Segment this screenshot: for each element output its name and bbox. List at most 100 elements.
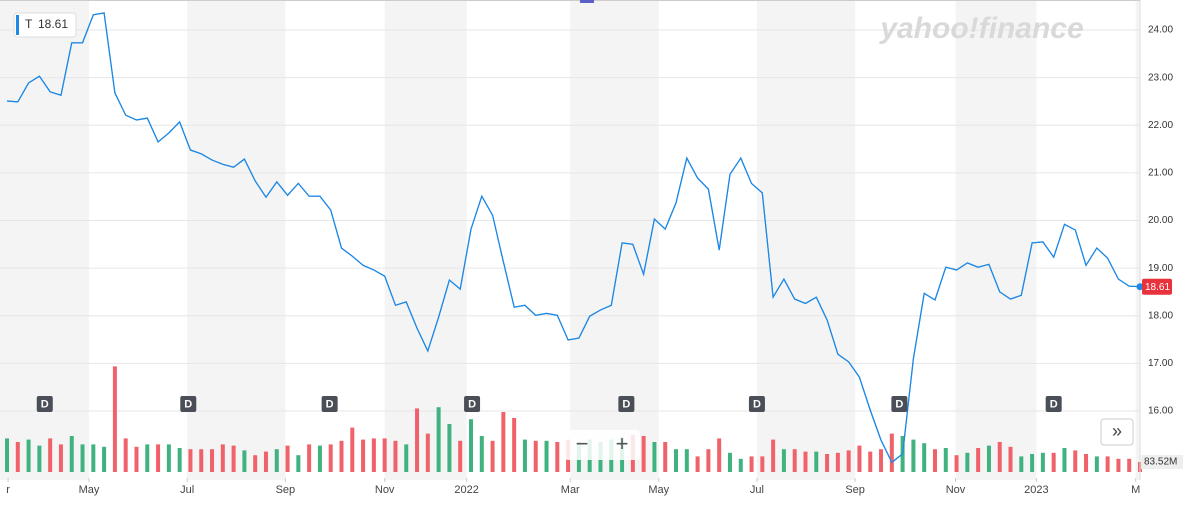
volume-bar <box>350 427 355 472</box>
x-tick-label: Sep <box>276 484 296 496</box>
volume-bar <box>501 412 506 472</box>
price-line <box>6 12 1141 464</box>
volume-bar <box>447 424 452 472</box>
watermark: yahoo!finance <box>878 12 1083 45</box>
volume-bar <box>91 444 96 472</box>
scroll-handle[interactable] <box>580 0 594 3</box>
dividend-label: D <box>326 398 334 410</box>
y-tick-label: 20.00 <box>1148 215 1173 226</box>
legend-price: 18.61 <box>38 17 68 31</box>
volume-bar <box>760 456 765 472</box>
volume-bar <box>134 446 139 472</box>
y-tick-label: 22.00 <box>1148 120 1173 131</box>
volume-bar <box>58 444 63 472</box>
volume-bar <box>26 439 31 472</box>
volume-bar <box>317 445 322 472</box>
volume-bar <box>825 454 830 472</box>
volume-bar <box>846 450 851 472</box>
zoom-controls: − + <box>565 430 640 460</box>
volume-bar <box>555 442 560 472</box>
volume-bar <box>307 444 312 472</box>
volume-bar <box>80 444 85 472</box>
volume-bar <box>1030 454 1035 472</box>
volume-bar <box>1062 448 1067 472</box>
volume-bar <box>220 444 225 472</box>
volume-bar <box>145 444 150 472</box>
volume-bar <box>803 451 808 472</box>
legend-swatch <box>16 15 19 35</box>
volume-bar <box>706 449 711 472</box>
volume-bar <box>425 433 430 472</box>
x-tick-label: Jul <box>180 484 194 496</box>
volume-bar <box>102 446 107 472</box>
volume-bar <box>1105 456 1110 472</box>
volume-bar <box>231 445 236 472</box>
volume-bar <box>1040 452 1045 472</box>
volume-bar <box>1127 458 1132 472</box>
x-tick-label: Sep <box>845 484 865 496</box>
volume-bar <box>771 439 776 472</box>
volume-bar <box>274 449 279 472</box>
scroll-button[interactable] <box>1100 418 1134 446</box>
volume-bar <box>684 449 689 472</box>
volume-bar <box>954 455 959 472</box>
volume-bar <box>943 448 948 472</box>
volume-bar <box>253 455 258 472</box>
volume-bar <box>911 439 916 472</box>
dividend-label: D <box>184 398 192 410</box>
volume-bar <box>490 440 495 472</box>
dividend-label: D <box>468 398 476 410</box>
month-band <box>570 0 659 480</box>
volume-bar <box>1019 456 1024 472</box>
month-band <box>955 0 1037 480</box>
dividend-label: D <box>895 398 903 410</box>
volume-bar <box>328 444 333 472</box>
volume-bar <box>1094 456 1099 472</box>
last-price-dot <box>1136 283 1144 291</box>
x-tick-label: Mar <box>561 484 580 496</box>
zoom-out[interactable]: − <box>576 431 589 456</box>
volume-bar <box>1008 446 1013 472</box>
volume-bar <box>695 456 700 472</box>
x-tick-label: Jul <box>750 484 764 496</box>
month-band <box>1135 0 1140 480</box>
volume-bar <box>37 445 42 472</box>
dividend-marker <box>180 396 197 412</box>
volume-bar <box>717 438 722 472</box>
volume-bar <box>674 449 679 472</box>
volume-bar <box>382 438 387 472</box>
month-band <box>187 0 286 480</box>
x-tick-label: 2023 <box>1024 484 1048 496</box>
volume-bar <box>533 440 538 472</box>
volume-bar <box>522 439 527 472</box>
volume-bar <box>361 439 366 472</box>
volume-bar <box>156 444 161 472</box>
volume-bar <box>177 448 182 472</box>
zoom-in[interactable]: + <box>616 431 629 456</box>
volume-bar <box>48 438 53 472</box>
dividend-marker <box>618 396 635 412</box>
volume-bar <box>166 444 171 472</box>
volume-bar <box>393 440 398 472</box>
volume-bar <box>814 451 819 472</box>
legend: T 18.61 <box>13 12 77 38</box>
scroll-button-label[interactable]: » <box>1112 421 1122 441</box>
volume-bar <box>727 452 732 472</box>
volume-bar <box>641 436 646 472</box>
volume-bar <box>879 449 884 472</box>
volume-bar <box>965 452 970 472</box>
zoom-box <box>565 430 640 460</box>
volume-bar <box>296 455 301 472</box>
volume-bar <box>436 407 441 472</box>
volume-bar <box>285 445 290 472</box>
volume-bar <box>415 408 420 472</box>
volume-bar <box>512 418 517 472</box>
month-band <box>384 0 467 480</box>
volume-bar <box>663 442 668 472</box>
last-price-label: 18.61 <box>1145 282 1170 293</box>
volume-bar <box>263 451 268 472</box>
volume-bar <box>5 438 9 472</box>
dividend-label: D <box>753 398 761 410</box>
volume-bar <box>188 449 193 472</box>
volume-bar <box>339 440 344 472</box>
